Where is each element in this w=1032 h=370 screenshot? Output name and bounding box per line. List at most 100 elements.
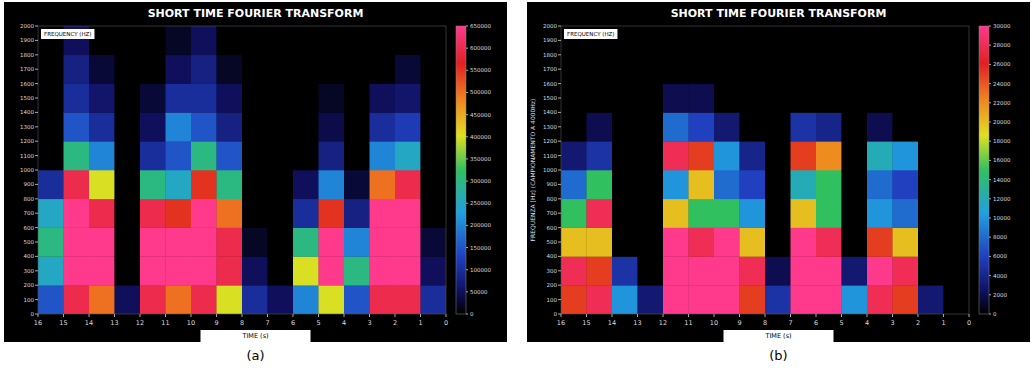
cell xyxy=(64,256,90,285)
cell xyxy=(344,256,370,285)
cell xyxy=(293,285,319,314)
cell xyxy=(867,55,893,84)
cell xyxy=(791,199,817,228)
y-tick xyxy=(35,314,38,315)
cell xyxy=(293,228,319,257)
x-tick-label: 0 xyxy=(444,319,448,327)
colorbar-tick xyxy=(989,160,991,161)
cell xyxy=(242,228,268,257)
cell xyxy=(663,170,689,199)
cell xyxy=(816,84,842,113)
cell xyxy=(612,141,638,170)
cell xyxy=(587,256,613,285)
cell xyxy=(191,84,217,113)
x-tick xyxy=(867,314,868,317)
cell xyxy=(268,170,294,199)
cell xyxy=(842,285,868,314)
cell xyxy=(242,285,268,314)
cell xyxy=(293,84,319,113)
x-tick-label: 5 xyxy=(316,319,320,327)
x-tick xyxy=(943,314,944,317)
cell xyxy=(740,84,766,113)
y-tick-label: 1600 xyxy=(20,81,34,87)
y-tick-label: 1400 xyxy=(543,109,557,115)
colorbar-tick xyxy=(989,102,991,103)
cell xyxy=(370,199,396,228)
panel: SHORT TIME FOURIER TRANSFORM161514131211… xyxy=(527,2,1030,342)
cell xyxy=(612,112,638,141)
cell xyxy=(612,84,638,113)
cell xyxy=(344,199,370,228)
cell xyxy=(370,228,396,257)
colorbar-tick xyxy=(466,48,468,49)
colorbar-tick-label: 250000 xyxy=(470,200,491,206)
cell xyxy=(395,170,421,199)
cell xyxy=(842,199,868,228)
cell xyxy=(370,141,396,170)
cell xyxy=(740,170,766,199)
cell xyxy=(714,84,740,113)
cell xyxy=(115,112,141,141)
cell xyxy=(319,256,345,285)
cell xyxy=(663,84,689,113)
cell xyxy=(140,256,166,285)
y-tick-label: 600 xyxy=(547,225,558,231)
cell xyxy=(242,141,268,170)
cell xyxy=(612,170,638,199)
cell xyxy=(268,84,294,113)
y-tick xyxy=(35,256,38,257)
x-tick-label: 10 xyxy=(187,319,195,327)
cell xyxy=(663,112,689,141)
cell xyxy=(714,141,740,170)
cell xyxy=(344,170,370,199)
cell xyxy=(791,170,817,199)
cell xyxy=(612,55,638,84)
y-tick xyxy=(35,242,38,243)
x-tick-label: 14 xyxy=(608,319,616,327)
cell xyxy=(344,55,370,84)
cell xyxy=(217,256,243,285)
cell xyxy=(370,112,396,141)
cell xyxy=(191,112,217,141)
x-tick-label: 15 xyxy=(59,319,67,327)
cell xyxy=(765,112,791,141)
x-tick xyxy=(369,314,370,317)
colorbar-tick xyxy=(989,198,991,199)
colorbar-tick xyxy=(466,26,468,27)
cell xyxy=(395,26,421,55)
y-tick-label: 900 xyxy=(547,181,558,187)
cell xyxy=(740,199,766,228)
cell xyxy=(293,256,319,285)
cell xyxy=(217,112,243,141)
cell xyxy=(893,55,919,84)
colorbar-tick-label: 400000 xyxy=(470,134,491,140)
cell xyxy=(714,256,740,285)
cell xyxy=(587,199,613,228)
cell xyxy=(587,84,613,113)
y-tick-label: 1100 xyxy=(543,153,557,159)
cell xyxy=(842,112,868,141)
y-tick-label: 1300 xyxy=(543,124,557,130)
cell xyxy=(344,26,370,55)
x-tick xyxy=(918,314,919,317)
cell xyxy=(638,55,664,84)
cell xyxy=(714,170,740,199)
colorbar-tick-label: 550000 xyxy=(470,67,491,73)
colorbar-tick-label: 0 xyxy=(993,311,997,317)
annotation: FREQUENZA [Hz] (CAMPIONAMENTO A 4000Hz) xyxy=(529,99,536,242)
y-tick xyxy=(558,112,561,113)
cell xyxy=(765,26,791,55)
y-tick xyxy=(35,126,38,127)
colorbar-tick xyxy=(989,314,991,315)
cell xyxy=(395,199,421,228)
cell xyxy=(893,228,919,257)
cell xyxy=(944,84,970,113)
cell xyxy=(115,256,141,285)
cell xyxy=(918,256,944,285)
cell xyxy=(166,141,192,170)
cell xyxy=(115,141,141,170)
cell xyxy=(89,141,115,170)
cell xyxy=(561,170,587,199)
cell xyxy=(293,170,319,199)
x-tick-label: 2 xyxy=(916,319,920,327)
